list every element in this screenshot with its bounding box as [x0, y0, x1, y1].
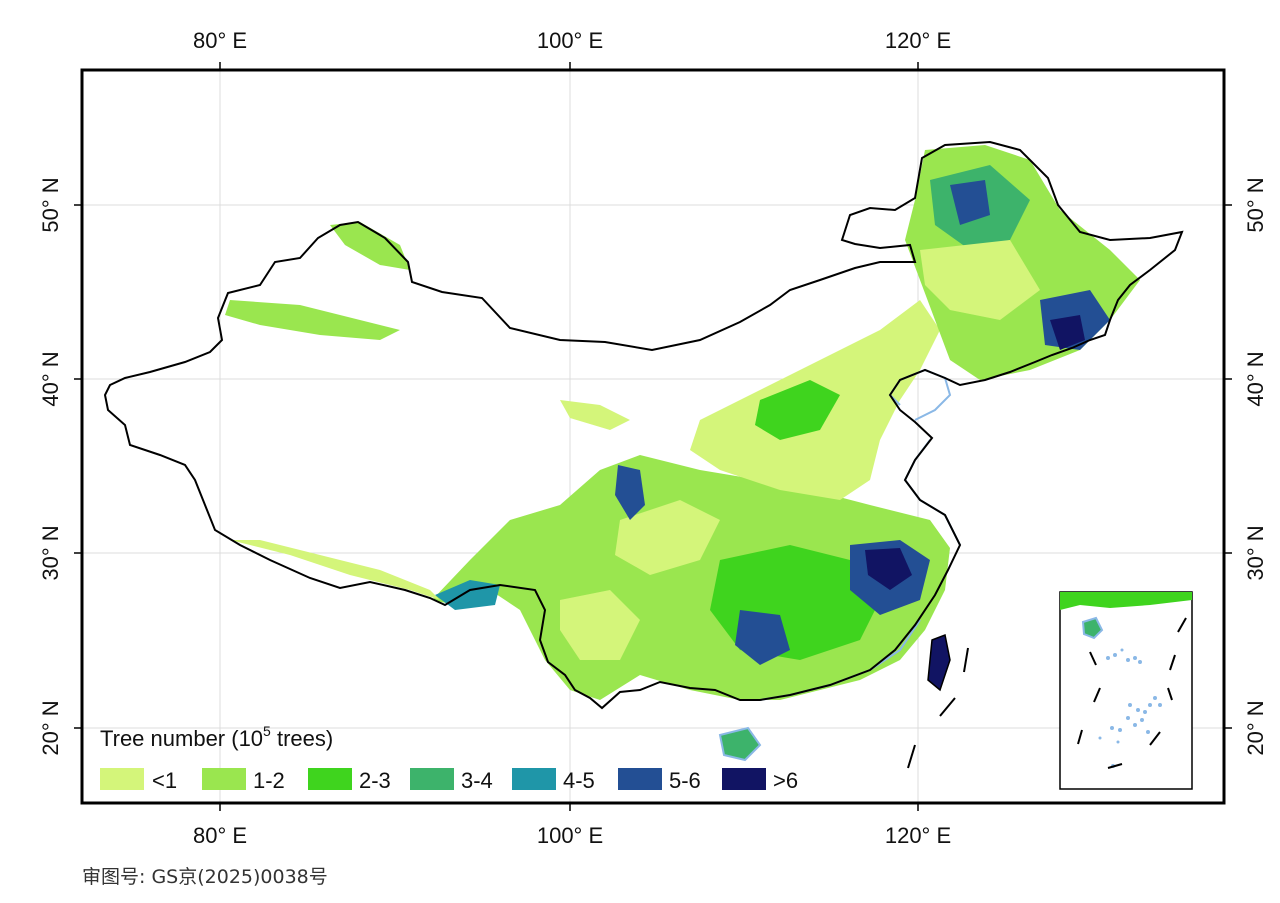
- density-hainan: [720, 728, 760, 760]
- lat-labels-right: 50° N 40° N 30° N 20° N: [1243, 177, 1268, 755]
- legend-swatch-6: [722, 768, 766, 790]
- china-boundary: [103, 140, 1184, 710]
- lat-label-right-30: 30° N: [1243, 525, 1268, 580]
- taiwan-outline: [927, 633, 951, 692]
- legend-swatch-3: [410, 768, 454, 790]
- legend-swatch-2: [308, 768, 352, 790]
- inset-mainland: [1060, 592, 1192, 610]
- tree-density-layer: [225, 145, 1140, 760]
- lon-label-bottom-80: 80° E: [193, 823, 247, 848]
- density-high-guangxi: [735, 610, 790, 665]
- lon-label-top-80: 80° E: [193, 28, 247, 53]
- lon-label-bottom-100: 100° E: [537, 823, 603, 848]
- legend-title: Tree number (105 trees): [100, 723, 333, 751]
- density-south-tibet: [230, 540, 440, 600]
- legend-swatch-4: [512, 768, 556, 790]
- map-approval-number: 审图号: GS京(2025)0038号: [82, 866, 328, 888]
- legend-label-6: >6: [773, 768, 798, 793]
- lon-labels-top: 80° E 100° E 120° E: [193, 28, 951, 53]
- lon-label-bottom-120: 120° E: [885, 823, 951, 848]
- density-northeast-light: [920, 240, 1040, 320]
- density-highest-fujian: [865, 548, 912, 590]
- legend-label-3: 3-4: [461, 768, 493, 793]
- legend-swatch-5: [618, 768, 662, 790]
- lon-label-top-100: 100° E: [537, 28, 603, 53]
- maritime-boundary: [907, 647, 969, 769]
- legend-label-1: 1-2: [253, 768, 285, 793]
- tick-marks: [74, 62, 1232, 811]
- legend-title-main: Tree number (10: [100, 726, 263, 751]
- lat-label-left-20: 20° N: [38, 700, 63, 755]
- inset-dashes: [1077, 617, 1187, 769]
- lat-label-left-30: 30° N: [38, 525, 63, 580]
- graticule: [82, 70, 1224, 803]
- legend-label-0: <1: [152, 768, 177, 793]
- hainan-outline: [718, 726, 762, 762]
- legend-label-2: 2-3: [359, 768, 391, 793]
- map-frame: [80, 68, 1226, 805]
- density-northeast-high: [950, 180, 990, 225]
- legend-swatch-1: [202, 768, 246, 790]
- south-china-sea-inset: [1059, 591, 1193, 790]
- lat-label-left-50: 50° N: [38, 177, 63, 232]
- inset-hainan: [1081, 616, 1104, 640]
- legend-label-4: 4-5: [563, 768, 595, 793]
- legend-title-superscript: 5: [263, 723, 271, 739]
- lat-label-left-40: 40° N: [38, 351, 63, 406]
- density-changbai-core: [1050, 315, 1085, 350]
- lat-label-right-40: 40° N: [1243, 351, 1268, 406]
- density-light-south-patch: [615, 500, 720, 575]
- legend-label-5: 5-6: [669, 768, 701, 793]
- lat-label-right-50: 50° N: [1243, 177, 1268, 232]
- density-loess: [755, 380, 840, 440]
- legend-swatch-0: [100, 768, 144, 790]
- density-light-sichuan: [560, 590, 640, 660]
- lat-labels-left: 50° N 40° N 30° N 20° N: [38, 177, 63, 755]
- legend: Tree number (105 trees) <1 1-2 2-3 3-4 4…: [100, 723, 798, 793]
- density-tianshan: [225, 300, 400, 340]
- density-qilian: [560, 400, 630, 430]
- lat-label-right-20: 20° N: [1243, 700, 1268, 755]
- legend-title-end: trees): [271, 726, 333, 751]
- density-altai: [330, 222, 410, 270]
- lon-labels-bottom: 80° E 100° E 120° E: [193, 823, 951, 848]
- lon-label-top-120: 120° E: [885, 28, 951, 53]
- density-high-westsichuan: [615, 465, 645, 520]
